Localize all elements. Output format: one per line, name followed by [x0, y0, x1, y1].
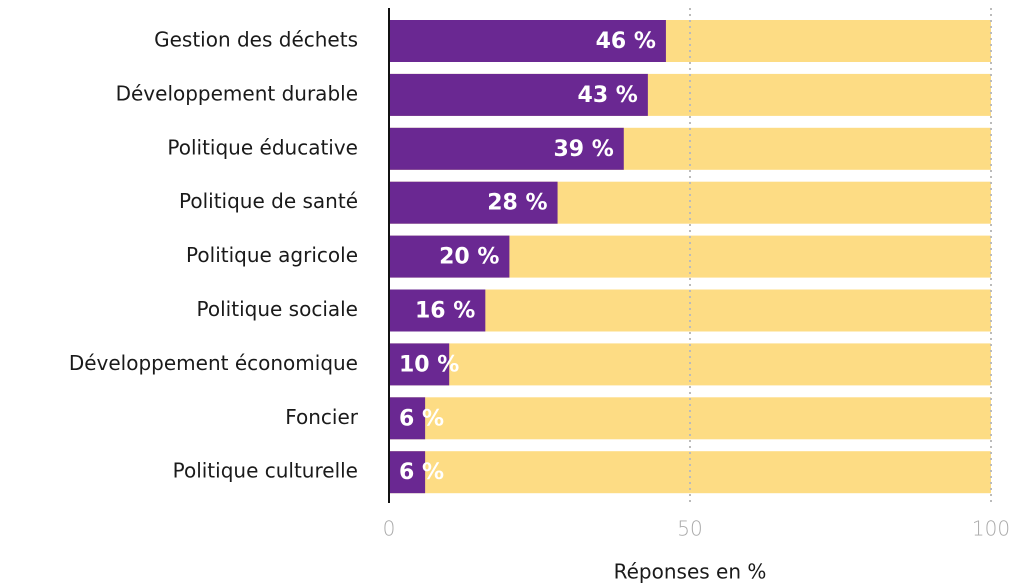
- category-label: Politique sociale: [197, 297, 358, 321]
- value-label: 6 %: [399, 406, 444, 431]
- value-label: 39 %: [553, 137, 613, 162]
- bar: [389, 127, 624, 170]
- bar-track: [389, 397, 991, 440]
- x-tick-label: 50: [677, 517, 702, 541]
- bar: [389, 397, 426, 440]
- category-label: Gestion des déchets: [154, 28, 358, 52]
- category-label: Politique culturelle: [173, 459, 358, 483]
- x-tick-label: 100: [972, 517, 1010, 541]
- category-label: Politique éducative: [167, 135, 358, 159]
- category-label: Politique de santé: [179, 189, 358, 213]
- bar: [389, 20, 666, 62]
- x-axis-title: Réponses en %: [614, 560, 767, 583]
- value-label: 28 %: [487, 191, 547, 216]
- value-label: 43 %: [578, 83, 638, 108]
- bar: [389, 289, 486, 332]
- x-tick-label: 0: [383, 517, 396, 541]
- bar-track: [389, 451, 991, 494]
- value-label: 16 %: [415, 299, 475, 324]
- bar: [389, 343, 450, 386]
- category-label: Politique agricole: [186, 243, 358, 267]
- bar: [389, 451, 426, 494]
- value-label: 46 %: [596, 29, 656, 54]
- category-label: Foncier: [285, 405, 359, 429]
- bar: [389, 235, 510, 278]
- value-label: 6 %: [399, 460, 444, 485]
- bar: [389, 181, 558, 224]
- category-label: Développement durable: [116, 81, 358, 105]
- value-label: 10 %: [399, 352, 459, 377]
- value-label: 20 %: [439, 245, 499, 270]
- category-label: Développement économique: [69, 351, 358, 375]
- bar: [389, 73, 648, 116]
- bar-track: [389, 343, 991, 386]
